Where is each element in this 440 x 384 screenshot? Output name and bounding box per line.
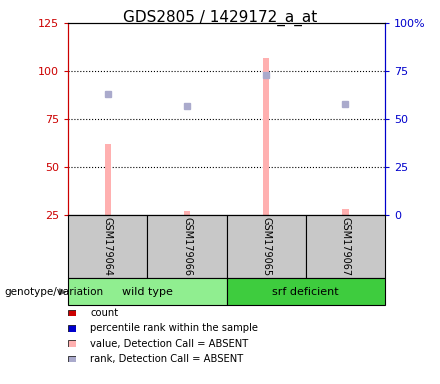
Text: GSM179064: GSM179064 [103, 217, 113, 276]
Bar [68, 278, 227, 305]
Text: GDS2805 / 1429172_a_at: GDS2805 / 1429172_a_at [123, 10, 317, 26]
Bar [147, 215, 227, 278]
Text: genotype/variation: genotype/variation [4, 287, 103, 297]
Text: GSM179067: GSM179067 [341, 217, 350, 276]
Text: wild type: wild type [122, 287, 173, 297]
Bar [263, 58, 269, 215]
Text: srf deficient: srf deficient [272, 287, 339, 297]
Bar [342, 209, 348, 215]
Text: value, Detection Call = ABSENT: value, Detection Call = ABSENT [90, 339, 249, 349]
Bar [306, 215, 385, 278]
Text: GSM179065: GSM179065 [261, 217, 271, 276]
Text: count: count [90, 308, 118, 318]
Text: rank, Detection Call = ABSENT: rank, Detection Call = ABSENT [90, 354, 243, 364]
Bar [227, 215, 306, 278]
Bar [227, 278, 385, 305]
Bar [184, 211, 190, 215]
Bar [68, 215, 147, 278]
Text: GSM179066: GSM179066 [182, 217, 192, 276]
Text: percentile rank within the sample: percentile rank within the sample [90, 323, 258, 333]
Bar [105, 144, 111, 215]
